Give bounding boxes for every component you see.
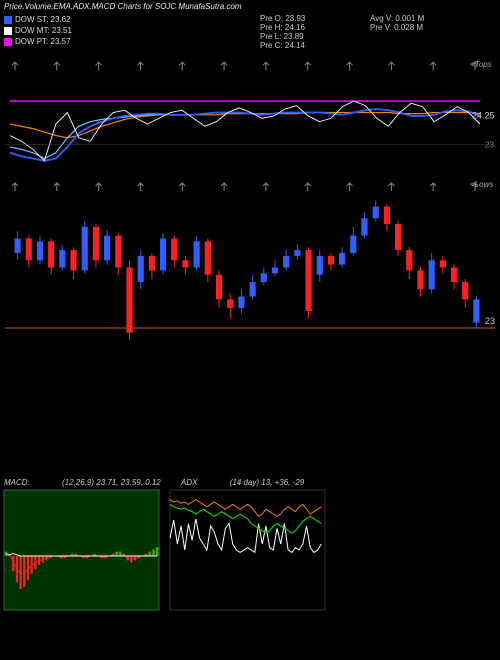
- pre-data: Pre O: 23.93 Pre H: 24.16 Pre L: 23.89 P…: [260, 14, 305, 50]
- macd-params: (12,26,9) 23.71, 23.59, 0.12: [62, 478, 161, 487]
- pre-o: Pre O: 23.93: [260, 14, 305, 23]
- pre-c: Pre C: 24.14: [260, 41, 305, 50]
- avg-v: Avg V: 0.001 M: [370, 14, 424, 23]
- svg-text:23: 23: [485, 141, 494, 150]
- svg-text:23: 23: [485, 316, 495, 326]
- legend-label-mt: DOW MT: 23.51: [15, 26, 72, 35]
- legend-row-st: DOW ST: 23.62: [4, 14, 72, 25]
- pre-v: Pre V: 0.028 M: [370, 23, 424, 32]
- swatch-st: [4, 16, 12, 24]
- indicator-labels: MACD: (12,26,9) 23.71, 23.59, 0.12 ADX (…: [4, 478, 494, 487]
- title-text: Price,Volume,EMA,ADX,MACD Charts for SOJ…: [4, 2, 242, 11]
- adx-params: (14 day) 13, +36, -29: [230, 478, 305, 487]
- chart-title: Price,Volume,EMA,ADX,MACD Charts for SOJ…: [4, 2, 242, 11]
- macd-label: MACD:: [4, 478, 30, 487]
- avg-data: Avg V: 0.001 M Pre V: 0.028 M: [370, 14, 424, 32]
- legend: DOW ST: 23.62 DOW MT: 23.51 DOW PT: 23.5…: [4, 14, 72, 47]
- swatch-mt: [4, 27, 12, 35]
- pre-l: Pre L: 23.89: [260, 32, 305, 41]
- legend-label-pt: DOW PT: 23.57: [15, 37, 71, 46]
- legend-row-pt: DOW PT: 23.57: [4, 36, 72, 47]
- swatch-pt: [4, 38, 12, 46]
- legend-label-st: DOW ST: 23.62: [15, 15, 71, 24]
- adx-label: ADX: [181, 478, 197, 487]
- svg-text:24.25: 24.25: [472, 110, 495, 120]
- legend-row-mt: DOW MT: 23.51: [4, 25, 72, 36]
- chart-canvas: <Tops 24.25 23 <Lows 23: [0, 0, 500, 660]
- pre-h: Pre H: 24.16: [260, 23, 305, 32]
- svg-text:<Lows: <Lows: [470, 180, 493, 189]
- svg-text:<Tops: <Tops: [470, 60, 492, 69]
